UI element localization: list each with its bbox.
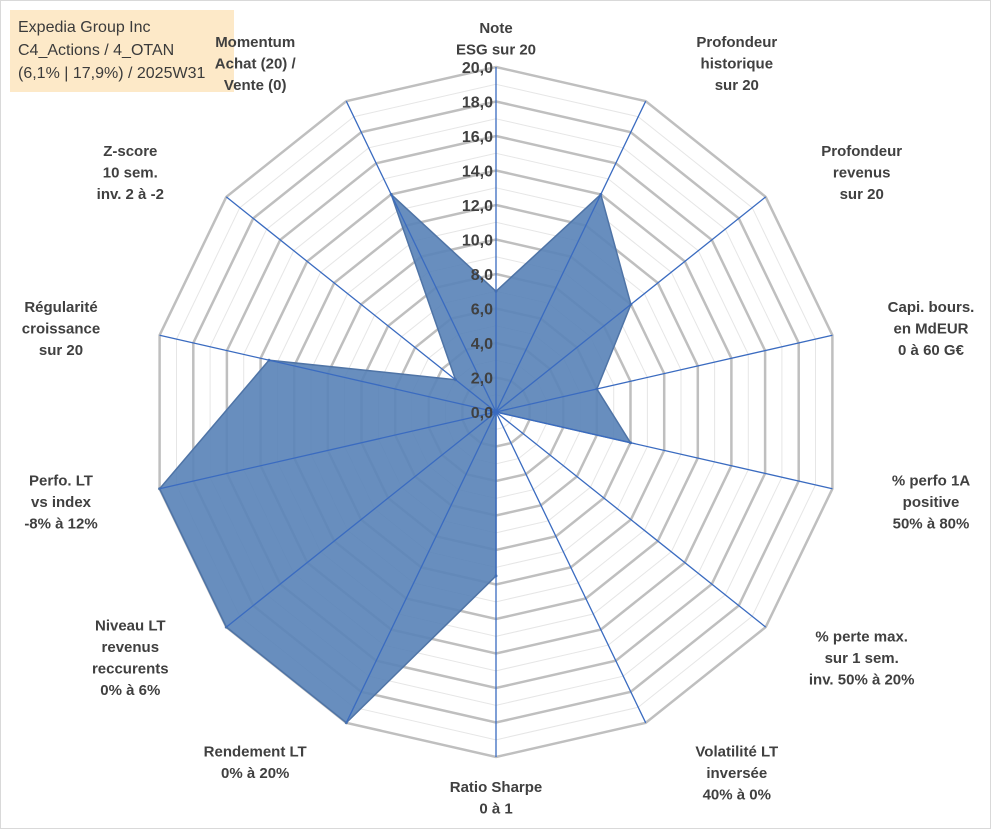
data-area-layer: [158, 192, 633, 725]
axis-spoke-2: [495, 196, 767, 413]
radial-tick-labels: 0,0 2,0 4,0 6,0 8,0 10,0 12,0 14,0 16,0 18,0 20,0: [462, 60, 493, 422]
axis-label-7: Ratio Sharpe 0 à 1: [450, 779, 543, 818]
tick-label: 0,0: [471, 405, 493, 422]
axis-label-line: vs index: [31, 494, 92, 511]
axis-label-3: Capi. bours. en MdEUR 0 à 60 G€: [888, 299, 975, 359]
axis-spoke-3: [495, 334, 833, 413]
axis-spokes: [159, 67, 833, 757]
axis-label-line: Profondeur: [821, 143, 902, 160]
axis-spoke-6: [495, 411, 647, 724]
tick-label: 4,0: [471, 336, 493, 353]
axis-label-9: Niveau LT revenus reccurents 0% à 6%: [92, 618, 169, 700]
tick-label: 16,0: [462, 129, 493, 146]
axis-label-line: ESG sur 20: [456, 42, 536, 59]
axis-spoke-13: [345, 100, 497, 413]
axis-label-line: % perfo 1A: [892, 472, 971, 489]
tick-label: 6,0: [471, 302, 493, 319]
tick-label: 14,0: [462, 164, 493, 181]
axis-label-line: Volatilité LT: [695, 743, 778, 760]
tick-label: 20,0: [462, 60, 493, 77]
axis-label-10: Perfo. LT vs index -8% à 12%: [24, 472, 97, 532]
axis-label-line: revenus: [833, 165, 891, 182]
axis-label-line: sur 20: [715, 77, 759, 94]
header-line-category: C4_Actions / 4_OTAN: [18, 42, 175, 59]
axis-label-line: sur 20: [840, 186, 884, 203]
axis-spoke-9: [225, 411, 497, 628]
axis-label-line: sur 1 sem.: [825, 650, 899, 667]
axis-label-line: Profondeur: [696, 34, 777, 51]
axis-label-5: % perte max. sur 1 sem. inv. 50% à 20%: [809, 628, 915, 688]
axis-label-line: reccurents: [92, 661, 169, 678]
tick-label: 2,0: [471, 371, 493, 388]
tick-label: 8,0: [471, 267, 493, 284]
axis-label-line: historique: [701, 56, 774, 73]
axis-label-line: Momentum: [215, 34, 295, 51]
axis-label-line: 10 sem.: [103, 165, 158, 182]
axis-label-line: Achat (20) /: [215, 56, 297, 73]
axis-label-6: Volatilité LT inversée 40% à 0%: [695, 743, 778, 803]
axis-label-line: inv. 2 à -2: [97, 186, 164, 203]
axis-label-line: 0 à 60 G€: [898, 342, 965, 359]
axis-label-line: inversée: [706, 765, 767, 782]
data-area-polygon: [158, 193, 633, 724]
tick-label: 12,0: [462, 198, 493, 215]
axis-spoke-11: [159, 334, 497, 413]
axis-label-line: positive: [903, 494, 960, 511]
axis-label-line: Perfo. LT: [29, 472, 93, 489]
axis-spoke-4: [495, 411, 833, 490]
axis-spoke-1: [495, 100, 647, 413]
axis-label-1: Profondeur historique sur 20: [696, 34, 777, 94]
axis-label-line: Niveau LT: [95, 618, 166, 635]
axis-spoke-10: [159, 411, 497, 490]
axis-label-2: Profondeur revenus sur 20: [821, 143, 902, 203]
axis-label-4: % perfo 1A positive 50% à 80%: [892, 472, 971, 532]
chart-header-box: Expedia Group Inc C4_Actions / 4_OTAN (6…: [10, 10, 234, 92]
axis-spoke-12: [225, 196, 497, 413]
axis-label-line: croissance: [22, 321, 100, 338]
axis-label-line: Z-score: [103, 143, 157, 160]
axis-label-line: % perte max.: [815, 628, 908, 645]
axis-spoke-8: [345, 411, 497, 724]
axis-label-line: Vente (0): [224, 77, 287, 94]
tick-label: 10,0: [462, 233, 493, 250]
axis-label-line: 0% à 6%: [100, 682, 160, 699]
tick-label: 18,0: [462, 95, 493, 112]
axis-label-12: Z-score 10 sem. inv. 2 à -2: [97, 143, 164, 203]
header-line-stats: (6,1% | 17,9%) / 2025W31: [18, 65, 206, 82]
axis-label-13: Momentum Achat (20) / Vente (0): [215, 34, 297, 94]
axis-label-line: Ratio Sharpe: [450, 779, 543, 796]
axis-label-0: Note ESG sur 20: [456, 20, 536, 59]
axis-label-8: Rendement LT 0% à 20%: [204, 743, 307, 782]
axis-label-line: Capi. bours.: [888, 299, 975, 316]
axis-label-line: Rendement LT: [204, 743, 307, 760]
axis-label-11: Régularité croissance sur 20: [22, 299, 100, 359]
axis-label-line: inv. 50% à 20%: [809, 671, 915, 688]
axis-label-line: revenus: [102, 639, 160, 656]
axis-label-line: 40% à 0%: [703, 786, 771, 803]
axis-label-line: 50% à 80%: [893, 515, 970, 532]
axis-label-line: sur 20: [39, 342, 83, 359]
header-line-company: Expedia Group Inc: [18, 19, 151, 36]
axis-label-line: Régularité: [24, 299, 97, 316]
axis-label-line: 0 à 1: [479, 801, 512, 818]
axis-label-line: en MdEUR: [894, 321, 969, 338]
axis-category-labels: Note ESG sur 20 Profondeur historique sur 20…: [22, 20, 975, 818]
axis-label-line: Note: [479, 20, 512, 37]
axis-spoke-5: [495, 411, 767, 628]
axis-label-line: 0% à 20%: [221, 765, 289, 782]
axis-label-line: -8% à 12%: [24, 515, 97, 532]
